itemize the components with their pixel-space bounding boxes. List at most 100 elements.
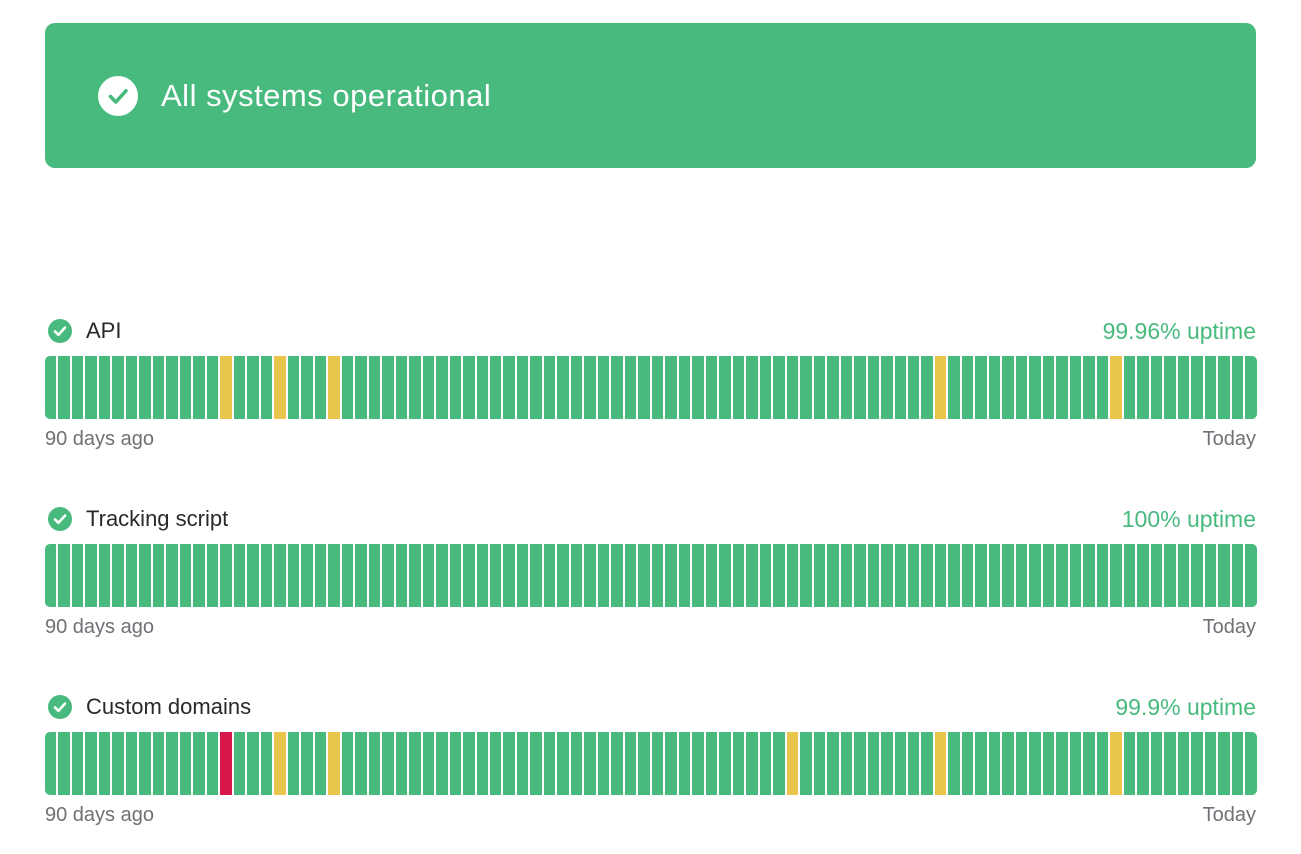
- day-bar[interactable]: [530, 544, 542, 607]
- day-bar[interactable]: [1164, 732, 1176, 795]
- day-bar[interactable]: [139, 732, 151, 795]
- day-bar[interactable]: [934, 732, 947, 795]
- day-bar[interactable]: [1137, 356, 1149, 419]
- day-bar[interactable]: [759, 544, 772, 607]
- day-bar[interactable]: [975, 356, 987, 419]
- day-bar[interactable]: [584, 544, 596, 607]
- day-bar[interactable]: [948, 356, 960, 419]
- day-bar[interactable]: [1218, 732, 1230, 795]
- day-bar[interactable]: [220, 732, 232, 795]
- day-bar[interactable]: [516, 732, 529, 795]
- day-bar[interactable]: [45, 544, 57, 607]
- day-bar[interactable]: [786, 356, 799, 419]
- day-bar[interactable]: [449, 544, 462, 607]
- day-bar[interactable]: [692, 356, 704, 419]
- day-bar[interactable]: [894, 544, 906, 607]
- day-bar[interactable]: [611, 356, 623, 419]
- day-bar[interactable]: [85, 356, 97, 419]
- day-bar[interactable]: [179, 356, 192, 419]
- day-bar[interactable]: [584, 732, 596, 795]
- day-bar[interactable]: [422, 732, 435, 795]
- day-bar[interactable]: [988, 544, 1001, 607]
- day-bar[interactable]: [476, 356, 488, 419]
- day-bar[interactable]: [409, 356, 421, 419]
- day-bar[interactable]: [166, 732, 178, 795]
- day-bar[interactable]: [1137, 544, 1149, 607]
- day-bar[interactable]: [287, 356, 300, 419]
- day-bar[interactable]: [1096, 732, 1109, 795]
- day-bar[interactable]: [395, 356, 408, 419]
- day-bar[interactable]: [436, 544, 448, 607]
- day-bar[interactable]: [651, 356, 664, 419]
- day-bar[interactable]: [179, 544, 192, 607]
- day-bar[interactable]: [840, 356, 853, 419]
- day-bar[interactable]: [543, 732, 556, 795]
- day-bar[interactable]: [436, 356, 448, 419]
- day-bar[interactable]: [881, 544, 893, 607]
- day-bar[interactable]: [1150, 544, 1163, 607]
- day-bar[interactable]: [961, 544, 974, 607]
- day-bar[interactable]: [368, 356, 381, 419]
- day-bar[interactable]: [705, 356, 718, 419]
- day-bar[interactable]: [1218, 544, 1230, 607]
- day-bar[interactable]: [355, 356, 367, 419]
- day-bar[interactable]: [854, 544, 866, 607]
- day-bar[interactable]: [422, 356, 435, 419]
- day-bar[interactable]: [1056, 732, 1068, 795]
- day-bar[interactable]: [328, 356, 340, 419]
- day-bar[interactable]: [125, 356, 138, 419]
- day-bar[interactable]: [557, 544, 569, 607]
- day-bar[interactable]: [436, 732, 448, 795]
- day-bar[interactable]: [193, 732, 205, 795]
- day-bar[interactable]: [503, 544, 515, 607]
- day-bar[interactable]: [746, 732, 758, 795]
- day-bar[interactable]: [489, 356, 502, 419]
- day-bar[interactable]: [1069, 356, 1082, 419]
- day-bar[interactable]: [557, 732, 569, 795]
- day-bar[interactable]: [1245, 544, 1257, 607]
- day-bar[interactable]: [1231, 732, 1244, 795]
- day-bar[interactable]: [692, 732, 704, 795]
- day-bar[interactable]: [314, 544, 327, 607]
- day-bar[interactable]: [759, 732, 772, 795]
- day-bar[interactable]: [98, 732, 111, 795]
- day-bar[interactable]: [1150, 732, 1163, 795]
- day-bar[interactable]: [166, 544, 178, 607]
- day-bar[interactable]: [1069, 544, 1082, 607]
- day-bar[interactable]: [301, 732, 313, 795]
- day-bar[interactable]: [112, 732, 124, 795]
- day-bar[interactable]: [881, 732, 893, 795]
- day-bar[interactable]: [125, 732, 138, 795]
- day-bar[interactable]: [139, 544, 151, 607]
- day-bar[interactable]: [705, 544, 718, 607]
- day-bar[interactable]: [867, 544, 880, 607]
- day-bar[interactable]: [503, 732, 515, 795]
- day-bar[interactable]: [112, 356, 124, 419]
- day-bar[interactable]: [988, 732, 1001, 795]
- day-bar[interactable]: [58, 732, 70, 795]
- day-bar[interactable]: [543, 544, 556, 607]
- day-bar[interactable]: [1164, 356, 1176, 419]
- day-bar[interactable]: [800, 732, 812, 795]
- day-bar[interactable]: [45, 356, 57, 419]
- day-bar[interactable]: [908, 356, 920, 419]
- day-bar[interactable]: [854, 356, 866, 419]
- day-bar[interactable]: [584, 356, 596, 419]
- day-bar[interactable]: [1150, 356, 1163, 419]
- day-bar[interactable]: [597, 732, 610, 795]
- day-bar[interactable]: [152, 356, 165, 419]
- day-bar[interactable]: [840, 544, 853, 607]
- day-bar[interactable]: [786, 544, 799, 607]
- day-bar[interactable]: [1123, 732, 1136, 795]
- day-bar[interactable]: [179, 732, 192, 795]
- day-bar[interactable]: [1029, 356, 1041, 419]
- day-bar[interactable]: [260, 732, 273, 795]
- day-bar[interactable]: [1231, 356, 1244, 419]
- day-bar[interactable]: [1204, 356, 1217, 419]
- day-bar[interactable]: [58, 356, 70, 419]
- day-bar[interactable]: [961, 356, 974, 419]
- day-bar[interactable]: [570, 544, 583, 607]
- day-bar[interactable]: [1029, 732, 1041, 795]
- day-bar[interactable]: [206, 356, 219, 419]
- day-bar[interactable]: [827, 732, 839, 795]
